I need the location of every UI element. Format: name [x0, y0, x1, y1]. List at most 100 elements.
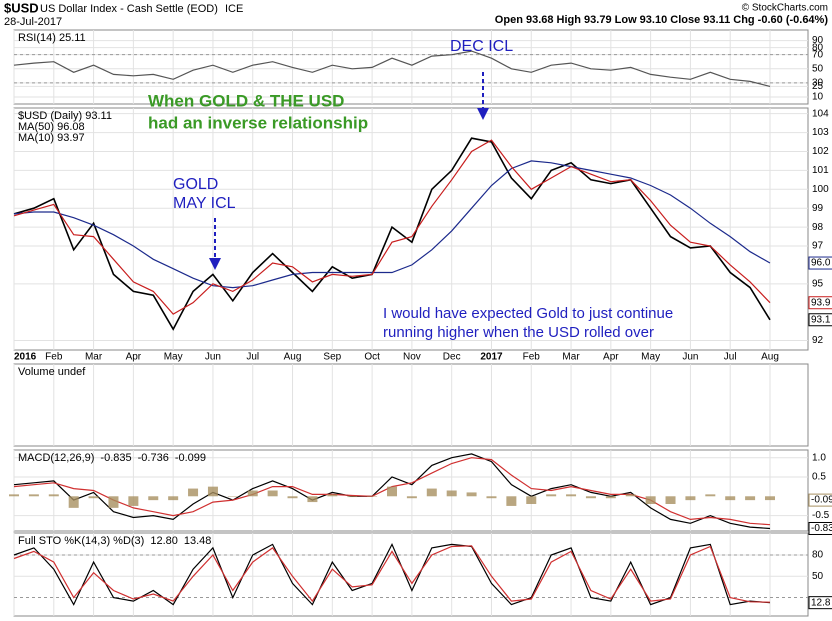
histogram-bar [28, 494, 39, 497]
histogram-bar [207, 486, 218, 497]
histogram-bar [387, 486, 397, 497]
annotation: DEC ICL [450, 38, 513, 55]
histogram-bar [566, 494, 577, 497]
histogram-bar [685, 496, 696, 501]
annotation: I would have expected Gold to just conti… [383, 305, 673, 322]
legend-entry: RSI(14) 25.11 [18, 32, 86, 44]
histogram-bar [745, 496, 756, 501]
annotation: GOLD [173, 176, 218, 193]
x-tick-label: Feb [45, 352, 63, 363]
annotation: When GOLD & THE USD [148, 91, 344, 110]
histogram-bar [88, 496, 99, 499]
histogram-bar [645, 496, 656, 504]
end-label-box [808, 493, 832, 507]
credit: © StockCharts.com [742, 3, 828, 14]
legend-entry: MA(10) 93.97 [18, 132, 85, 144]
y-tick-label: 90 [812, 35, 824, 46]
y-tick-label: 70 [812, 49, 824, 60]
x-tick-label: Mar [562, 352, 580, 363]
x-tick-label: Dec [443, 352, 461, 363]
series-line [13, 545, 771, 603]
end-label: 93.1 [811, 314, 831, 325]
y-tick-label: 101 [812, 165, 829, 176]
panel-title: Full STO %K(14,3) %D(3) [18, 535, 144, 547]
histogram-bar [406, 496, 417, 499]
x-tick-label: 2017 [480, 352, 503, 363]
x-tick-label: Aug [284, 352, 302, 363]
end-label: 12.8 [811, 597, 831, 608]
histogram-bar [426, 488, 437, 497]
histogram-bar [705, 494, 716, 497]
y-tick-label: 100 [812, 184, 829, 195]
series-line [13, 160, 771, 289]
y-tick-label: 102 [812, 146, 829, 157]
y-tick-label: 104 [812, 108, 829, 119]
instrument-name: US Dollar Index - Cash Settle (EOD) [40, 3, 218, 15]
y-tick-label: 99 [812, 203, 824, 214]
x-tick-label: 2016 [14, 352, 37, 363]
legend-entry: MA(50) 96.08 [18, 121, 85, 133]
y-tick-label: -0.5 [812, 510, 830, 521]
end-label: -0.83 [811, 523, 832, 534]
histogram-bar [665, 496, 676, 504]
y-tick-label: 30 [812, 77, 824, 88]
histogram-bar [765, 496, 775, 501]
histogram-bar [605, 496, 616, 499]
histogram-bar [267, 490, 278, 497]
exchange: ICE [225, 3, 243, 15]
legend-entry: -0.099 [175, 452, 206, 464]
end-label-box [808, 256, 832, 270]
y-tick-label: 98 [812, 222, 824, 233]
y-tick-label: 10 [812, 92, 824, 103]
histogram-bar [287, 496, 298, 499]
annotation: MAY ICL [173, 195, 236, 212]
histogram-bar [506, 496, 517, 506]
arrow-head [477, 108, 489, 120]
histogram-bar [486, 496, 497, 499]
annotation: had an inverse relationship [148, 113, 368, 132]
histogram-bar [108, 496, 119, 508]
y-tick-label: 103 [812, 127, 829, 138]
y-tick-label: 80 [812, 42, 824, 53]
histogram-bar [68, 496, 79, 508]
arrow-head [209, 258, 221, 270]
x-tick-label: Aug [761, 352, 779, 363]
date: 28-Jul-2017 [4, 16, 62, 28]
series-line [13, 137, 771, 331]
y-tick-label: 1.0 [812, 452, 826, 463]
legend-entry: 12.80 [150, 535, 178, 547]
x-tick-label: Jul [724, 352, 737, 363]
histogram-bar [307, 496, 318, 503]
histogram-bar [446, 490, 457, 497]
quote: Open 93.68 High 93.79 Low 93.10 Close 93… [495, 14, 829, 26]
panel-title: MACD(12,26,9) [18, 452, 94, 464]
legend-entry: -0.736 [138, 452, 169, 464]
end-label-box [808, 313, 832, 327]
histogram-bar [546, 494, 557, 497]
end-label: -0.09 [811, 495, 832, 506]
histogram-bar [148, 496, 159, 501]
x-tick-label: May [641, 352, 660, 363]
histogram-bar [327, 494, 338, 497]
end-label-box [808, 596, 832, 610]
legend-entry: $USD (Daily) 93.11 [18, 110, 112, 122]
x-tick-label: Mar [85, 352, 103, 363]
annotation: running higher when the USD rolled over [383, 324, 654, 341]
x-tick-label: Feb [523, 352, 541, 363]
histogram-bar [168, 496, 179, 501]
histogram-bar [247, 490, 258, 497]
x-tick-label: Jun [205, 352, 221, 363]
end-label: 96.0 [811, 258, 831, 269]
x-tick-label: Nov [403, 352, 421, 363]
x-tick-label: Apr [126, 352, 142, 363]
panel-title: Volume undef [18, 366, 86, 378]
symbol: $USD [4, 0, 39, 15]
histogram-bar [585, 496, 596, 499]
y-tick-label: 50 [812, 63, 824, 74]
y-tick-label: 50 [812, 571, 824, 582]
series-line [13, 457, 771, 526]
end-label-box [808, 521, 832, 535]
legend-entry: 13.48 [184, 535, 212, 547]
series-line [13, 139, 771, 315]
